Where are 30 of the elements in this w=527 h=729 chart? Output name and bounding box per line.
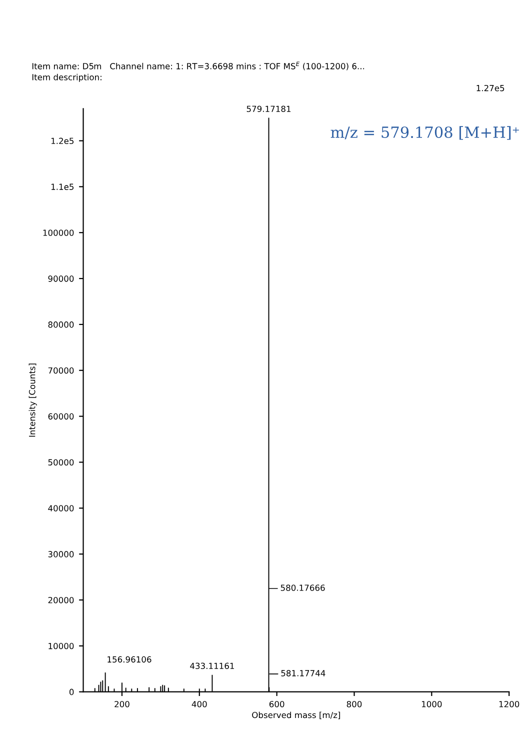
- y-tick-label: 10000: [48, 642, 74, 650]
- y-tick-label: 60000: [48, 413, 74, 420]
- y-tick-label: 70000: [48, 367, 74, 374]
- y-tick-label: 40000: [48, 505, 74, 512]
- chart-title: Item name: D5m Channel name: 1: RT=3.6698 mins : TOF MS$^{E}$ (100-1200) 6...: [32, 62, 364, 70]
- x-tick-label: 600: [269, 700, 284, 708]
- y-tick-label: 1.1e5: [51, 184, 74, 190]
- text: 1.27e5: [476, 84, 504, 92]
- y-tick-label: 20000: [48, 596, 74, 604]
- x-tick-label: 400: [192, 700, 207, 708]
- x-tick-label: 800: [346, 700, 362, 708]
- annotation: 580.17666: [280, 584, 325, 591]
- annotation: 156.96106: [108, 656, 152, 663]
- y-tick-label: 50000: [48, 459, 74, 466]
- x-tick-label: 1000: [422, 700, 442, 708]
- y-axis-title: Intensity [Counts]: [28, 364, 37, 437]
- annotation: 433.11161: [190, 662, 234, 670]
- annotation: 581.17744: [281, 670, 326, 676]
- y-tick-label: 30000: [48, 551, 74, 558]
- annotation: 579.17181: [246, 106, 291, 112]
- y-tick-label: 0: [69, 688, 74, 696]
- y-tick-label: 80000: [48, 321, 74, 328]
- x-axis-title: Observed mass [m/z]: [252, 712, 340, 720]
- chart-subtitle: Item description:: [32, 74, 102, 82]
- y-tick-label: 90000: [48, 276, 74, 282]
- x-tick-label: 200: [114, 700, 130, 708]
- y-tick-label: 1.2e5: [51, 138, 74, 144]
- y-tick-label: 100000: [43, 230, 74, 236]
- annotation: m/z = 579.1708 [M+H]⁺: [330, 126, 519, 140]
- x-tick-label: 1200: [499, 700, 520, 708]
